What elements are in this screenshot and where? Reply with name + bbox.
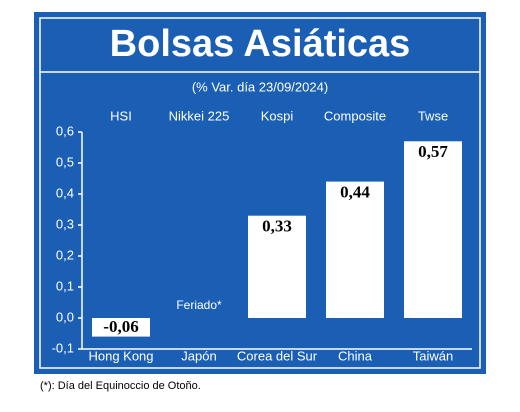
x-tick-label: Taiwán — [413, 348, 453, 363]
y-tick-label: 0,4 — [56, 185, 74, 200]
y-tick-label: 0,1 — [56, 278, 74, 293]
index-label: Composite — [324, 108, 386, 123]
bar — [92, 318, 150, 337]
bar — [326, 181, 384, 318]
x-tick-label: Hong Kong — [88, 348, 153, 363]
index-label: Kospi — [261, 108, 294, 123]
x-tick-label: Corea del Sur — [237, 348, 318, 363]
y-tick-label: 0,3 — [56, 216, 74, 231]
y-tick-label: 0,0 — [56, 309, 74, 324]
y-tick-label: 0,5 — [56, 154, 74, 169]
chart-title: Bolsas Asiáticas — [110, 23, 411, 65]
bar — [404, 141, 462, 318]
index-label: HSI — [110, 108, 132, 123]
y-tick-label: 0,2 — [56, 247, 74, 262]
index-label: Twse — [418, 108, 448, 123]
x-tick-label: Japón — [181, 348, 216, 363]
y-tick-label: -0,1 — [52, 340, 74, 355]
value-label: 0,33 — [262, 217, 292, 236]
value-label: 0,57 — [418, 142, 448, 161]
footnote: (*): Día del Equinoccio de Otoño. — [40, 380, 201, 392]
index-label: Nikkei 225 — [169, 108, 230, 123]
bar — [248, 215, 306, 318]
panel-frame — [39, 17, 481, 369]
value-label: Feriado* — [176, 298, 222, 312]
x-tick-label: China — [338, 348, 373, 363]
chart-subtitle: (% Var. día 23/09/2024) — [192, 79, 328, 94]
y-tick-label: 0,6 — [56, 123, 74, 138]
value-label: 0,44 — [340, 183, 370, 202]
value-label: -0,06 — [103, 317, 138, 336]
